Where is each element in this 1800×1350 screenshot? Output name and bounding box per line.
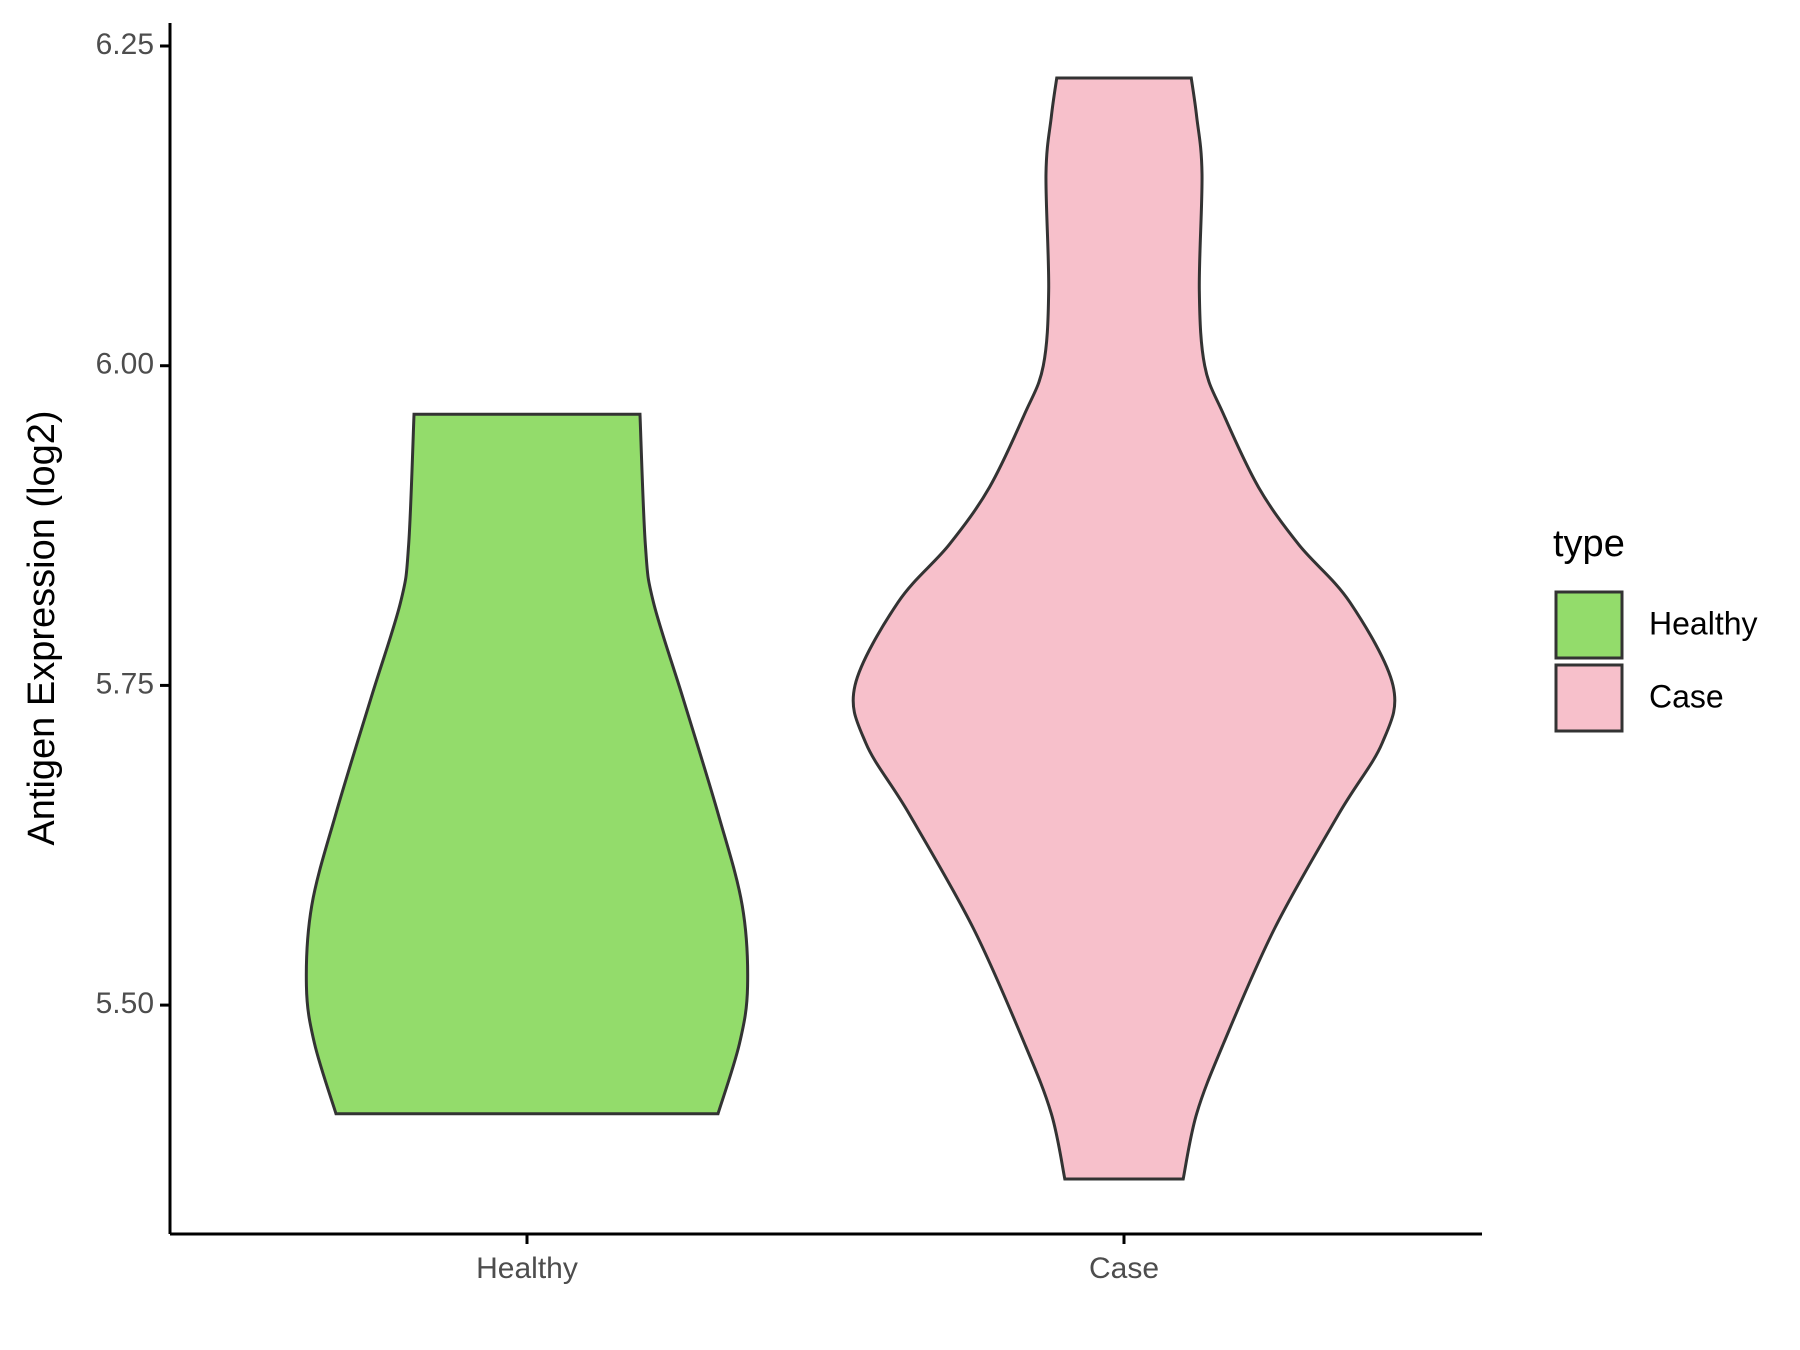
legend-key [1554, 663, 1624, 733]
legend-label: Healthy [1649, 605, 1758, 641]
y-tick-label: 6.00 [96, 348, 154, 381]
y-axis-title: Antigen Expression (log2) [21, 410, 63, 845]
violin [851, 76, 1397, 1181]
y-tick-label: 5.50 [96, 987, 154, 1020]
violin [304, 412, 750, 1116]
y-tick-label: 6.25 [96, 28, 154, 61]
legend-title: type [1553, 523, 1625, 565]
x-tick-label: Case [1089, 1252, 1159, 1285]
legend-key [1554, 590, 1624, 660]
legend-label: Case [1649, 678, 1724, 714]
y-tick-label: 5.75 [96, 667, 154, 700]
x-tick-label: Healthy [476, 1252, 578, 1285]
